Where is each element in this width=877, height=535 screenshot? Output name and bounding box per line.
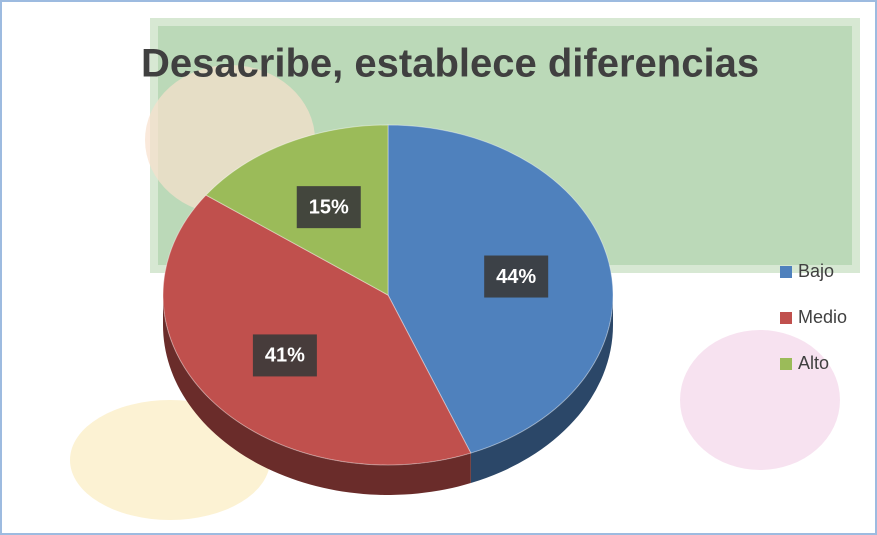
legend-label: Bajo bbox=[798, 261, 834, 281]
legend-swatch bbox=[780, 358, 792, 370]
data-label-box bbox=[484, 255, 549, 298]
data-label-box bbox=[252, 334, 317, 377]
data-label-box bbox=[296, 186, 361, 229]
slice-side bbox=[163, 295, 471, 495]
chart-title: Desacribe, establece diferencias bbox=[141, 42, 759, 86]
picture-figure bbox=[680, 330, 840, 470]
legend-swatch bbox=[780, 266, 792, 278]
data-label: 15% bbox=[309, 196, 349, 218]
legend-label: Medio bbox=[798, 307, 847, 327]
legend-swatch bbox=[780, 312, 792, 324]
data-label: 41% bbox=[265, 345, 305, 367]
legend-label: Alto bbox=[798, 353, 829, 373]
data-label: 44% bbox=[496, 266, 536, 288]
slice bbox=[162, 194, 472, 466]
slice-side bbox=[470, 295, 613, 484]
